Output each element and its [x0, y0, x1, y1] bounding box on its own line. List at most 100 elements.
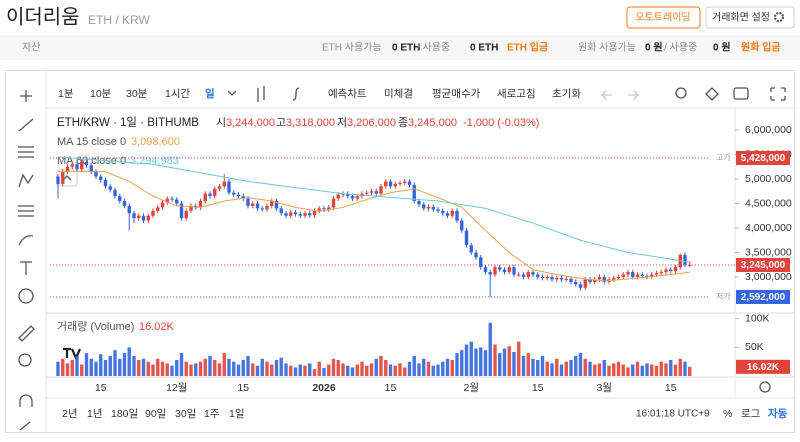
- toolbar-button[interactable]: 초기화: [552, 88, 581, 100]
- range-button[interactable]: 1일: [229, 407, 245, 420]
- y-tick-label: 4,000,000: [745, 222, 792, 234]
- volume-bar: [507, 346, 511, 376]
- candle-body: [265, 205, 269, 210]
- trendline-icon[interactable]: [18, 118, 34, 132]
- volume-bar: [279, 357, 283, 376]
- candle-icon[interactable]: [257, 86, 265, 102]
- candle-body: [141, 215, 146, 221]
- emoji-icon[interactable]: [18, 288, 34, 304]
- volume-bar: [612, 363, 616, 376]
- candle-body: [393, 183, 397, 187]
- legend-close-label: 종: [398, 117, 408, 129]
- candle-body: [597, 276, 602, 280]
- pen-icon[interactable]: [19, 421, 31, 431]
- volume-bar: [99, 354, 103, 376]
- range-button[interactable]: 90일: [145, 407, 166, 420]
- candle-body: [160, 202, 165, 208]
- alert-icon[interactable]: [675, 87, 687, 99]
- volume-bar: [336, 359, 340, 376]
- toolbar-button[interactable]: 미체결: [384, 88, 413, 100]
- toolbar-button[interactable]: 새로고침: [497, 88, 536, 100]
- range-button[interactable]: 30일: [175, 407, 196, 420]
- volume-bar: [640, 365, 644, 376]
- indicator-icon[interactable]: [292, 87, 300, 101]
- volume-bar: [208, 355, 212, 376]
- candle-body: [407, 181, 412, 185]
- candle-body: [236, 194, 241, 197]
- volume-bar: [270, 364, 274, 376]
- range-button[interactable]: 180일: [111, 407, 138, 420]
- volume-bar: [669, 359, 673, 376]
- range-button[interactable]: 1년: [87, 408, 103, 420]
- brush-icon[interactable]: [18, 235, 34, 246]
- candle-body: [94, 171, 98, 177]
- candle-body: [654, 273, 659, 275]
- eth-available-label: ETH 사용가능: [322, 42, 382, 54]
- candle-body: [355, 196, 359, 199]
- range-button[interactable]: 2년: [62, 408, 78, 420]
- scale-option[interactable]: 자동: [768, 407, 788, 420]
- volume-bar: [232, 361, 236, 376]
- volume-title: 거래량 (Volume): [57, 320, 134, 333]
- interval-button[interactable]: 30분: [126, 88, 148, 100]
- volume-bar: [75, 355, 79, 376]
- volume-bar: [550, 363, 554, 376]
- candle-body: [616, 276, 621, 278]
- dropdown-icon[interactable]: [227, 90, 237, 96]
- redo-icon[interactable]: [628, 90, 639, 100]
- candle-body: [80, 161, 84, 170]
- candle-body: [217, 186, 222, 189]
- candle-body: [298, 214, 302, 216]
- projection-icon[interactable]: [18, 205, 34, 217]
- eth-in-use: 0 ETH: [470, 43, 498, 54]
- asset-bar: [0, 35, 800, 60]
- candle-body: [526, 272, 530, 277]
- volume-bar: [179, 353, 184, 376]
- candle-body: [208, 193, 212, 197]
- y-tick-label: 3,500,000: [745, 246, 792, 258]
- volume-bar: [213, 359, 217, 376]
- autotrade-button[interactable]: [626, 6, 701, 29]
- fib-icon[interactable]: [18, 146, 34, 158]
- interval-button[interactable]: 1시간: [165, 88, 190, 100]
- axis-settings-icon[interactable]: [759, 381, 771, 393]
- candle-body: [507, 267, 511, 273]
- candle-body: [99, 176, 103, 180]
- text-icon[interactable]: [20, 261, 32, 275]
- autotrade-label[interactable]: 오토트레이딩: [635, 12, 690, 24]
- volume-bar: [664, 363, 668, 376]
- crosshair-icon[interactable]: [20, 90, 32, 102]
- candle-body: [621, 274, 625, 277]
- volume-bar: [659, 361, 663, 376]
- settings-button[interactable]: [705, 6, 795, 29]
- toolbar-button[interactable]: 평균매수가: [432, 88, 481, 100]
- volume-bar: [255, 365, 260, 376]
- interval-button[interactable]: 일: [205, 87, 215, 100]
- volume-bar: [536, 359, 540, 376]
- volume-bar: [89, 358, 93, 376]
- camera-icon[interactable]: [733, 87, 749, 100]
- volume-bar: [431, 365, 435, 376]
- scale-option[interactable]: %: [723, 408, 732, 420]
- volume-bar: [578, 353, 583, 376]
- volume-bar: [526, 353, 530, 376]
- settings-label[interactable]: 거래화면 설정: [712, 12, 770, 24]
- undo-icon[interactable]: [601, 90, 612, 100]
- settings-icon[interactable]: [705, 87, 719, 101]
- volume-bar: [289, 365, 293, 376]
- zoom-icon[interactable]: [18, 353, 32, 367]
- fullscreen-icon[interactable]: [770, 87, 786, 101]
- volume-bar: [65, 363, 70, 376]
- krw-deposit[interactable]: 원화 입금: [741, 41, 781, 54]
- ruler-icon[interactable]: [18, 325, 35, 342]
- magnet-icon[interactable]: [19, 394, 33, 407]
- eth-deposit[interactable]: ETH 입금: [507, 41, 548, 54]
- toolbar-button[interactable]: 예측차트: [328, 87, 367, 100]
- candle-body: [127, 205, 131, 214]
- interval-button[interactable]: 10분: [90, 88, 112, 100]
- pattern-icon[interactable]: [18, 173, 34, 188]
- range-button[interactable]: 1주: [204, 408, 220, 420]
- scale-option[interactable]: 로그: [741, 408, 761, 420]
- volume-bar: [369, 363, 374, 376]
- interval-button[interactable]: 1분: [58, 88, 74, 100]
